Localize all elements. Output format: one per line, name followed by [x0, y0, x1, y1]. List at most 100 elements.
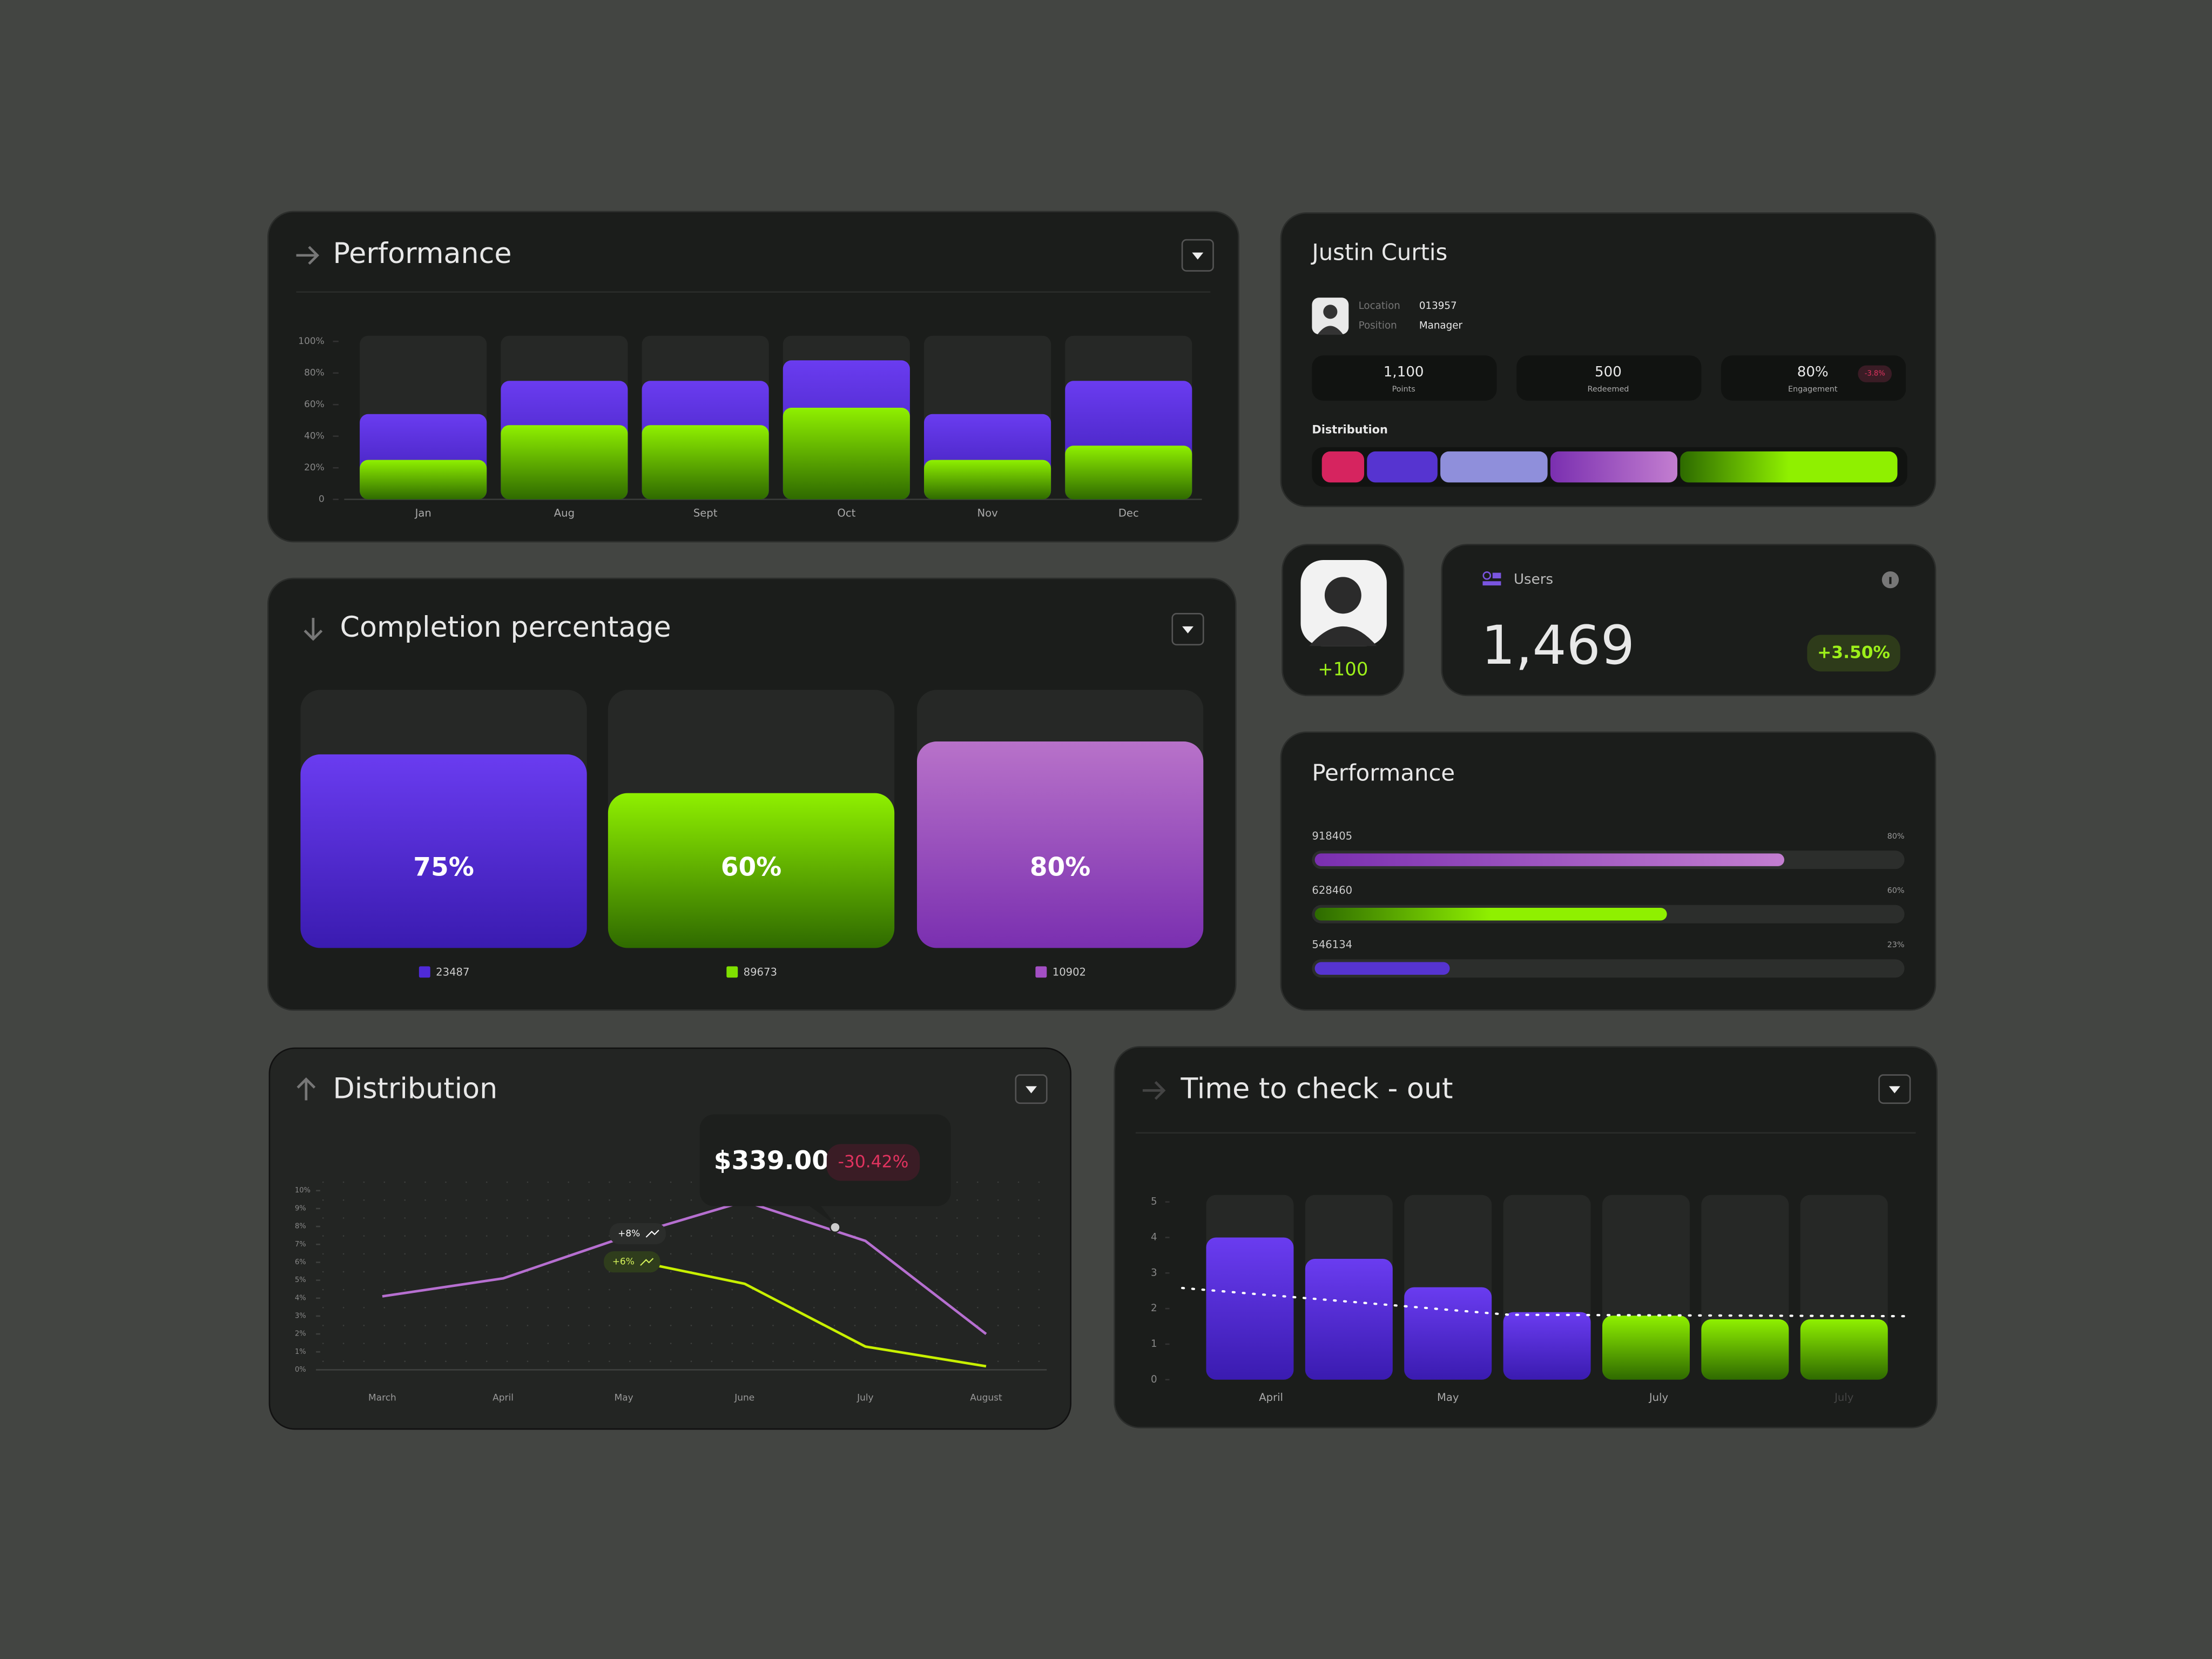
grid-dot	[588, 1253, 590, 1255]
grid-dot	[874, 1235, 876, 1237]
grid-dot	[895, 1325, 897, 1326]
grid-dot	[752, 1253, 753, 1255]
grid-dot	[895, 1343, 897, 1344]
grid-dot	[568, 1306, 570, 1309]
field-label: Position	[1359, 320, 1397, 331]
grid-dot	[1017, 1235, 1020, 1237]
x-tick-label: June	[734, 1393, 754, 1404]
row-value-label: 23%	[1887, 941, 1905, 949]
bar	[1602, 1316, 1690, 1380]
grid-dot	[936, 1343, 938, 1344]
grid-dot	[1017, 1306, 1020, 1309]
dropdown[interactable]	[1181, 239, 1214, 272]
grid-dot	[874, 1360, 876, 1363]
grid-dot	[711, 1325, 713, 1326]
legend-label: 23487	[436, 966, 469, 979]
grid-dot	[813, 1271, 815, 1273]
grid-dot	[506, 1325, 508, 1326]
grid-dot	[997, 1253, 999, 1255]
grid-dot	[1017, 1325, 1020, 1326]
grid-dot	[874, 1253, 876, 1255]
checkout-chart: 0 1 2 3 4 5 April May July July	[1151, 1195, 1906, 1404]
y-tick-label: 2%	[295, 1330, 306, 1338]
grid-dot	[915, 1217, 917, 1219]
grid-dot	[690, 1360, 692, 1363]
grid-dot	[854, 1217, 856, 1219]
y-tick-label: 4%	[295, 1294, 306, 1302]
grid-dot	[649, 1181, 651, 1183]
grid-dot	[383, 1253, 386, 1255]
grid-dot	[424, 1325, 426, 1326]
grid-dot	[466, 1289, 467, 1291]
grid-dot	[588, 1306, 590, 1309]
y-tick-label: 3%	[295, 1312, 306, 1320]
grid-dot	[915, 1289, 917, 1291]
grid-dot	[485, 1199, 488, 1201]
y-tick-label: 9%	[295, 1204, 306, 1212]
avatar	[1312, 298, 1349, 335]
dropdown[interactable]	[1015, 1074, 1048, 1104]
grid-dot	[793, 1235, 794, 1237]
progress-list: 918405 80% 628460 60% 546134 23%	[1312, 830, 1905, 978]
y-tick-label: 5	[1151, 1196, 1157, 1208]
grid-dot	[322, 1289, 324, 1291]
grid-dot	[976, 1271, 979, 1273]
card	[268, 1047, 1071, 1430]
grid-dot	[342, 1325, 345, 1326]
grid-dot	[731, 1360, 733, 1363]
grid-dot	[670, 1343, 672, 1344]
grid-dot	[772, 1360, 774, 1363]
info-icon[interactable]	[1881, 571, 1899, 589]
x-tick-label: April	[1259, 1391, 1283, 1404]
grid-dot	[956, 1325, 958, 1326]
grid-dot	[363, 1271, 365, 1273]
grid-dot	[997, 1199, 999, 1201]
grid-dot	[629, 1343, 631, 1344]
grid-dot	[731, 1306, 733, 1309]
grid-dot	[404, 1360, 406, 1363]
grid-dot	[976, 1343, 979, 1344]
grid-dot	[424, 1306, 426, 1309]
grid-dot	[527, 1289, 529, 1291]
grid-dot	[793, 1325, 794, 1326]
grid-dot	[752, 1360, 753, 1363]
grid-dot	[527, 1235, 529, 1237]
grid-dot	[629, 1181, 631, 1183]
grid-dot	[547, 1360, 549, 1363]
grid-dot	[915, 1235, 917, 1237]
grid-dot	[976, 1253, 979, 1255]
grid-dot	[772, 1306, 774, 1309]
grid-dot	[976, 1181, 979, 1183]
grid-dot	[895, 1360, 897, 1363]
grid-dot	[670, 1235, 672, 1237]
grid-dot	[588, 1325, 590, 1326]
grid-dot	[670, 1306, 672, 1309]
grid-dot	[670, 1181, 672, 1183]
x-tick-label: August	[970, 1393, 1002, 1404]
grid-dot	[813, 1253, 815, 1255]
grid-dot	[404, 1289, 406, 1291]
grid-dot	[466, 1306, 467, 1309]
bar	[783, 408, 910, 500]
grid-dot	[466, 1217, 467, 1219]
progress-track	[1312, 959, 1905, 978]
grid-dot	[445, 1235, 447, 1237]
grid-dot	[690, 1253, 692, 1255]
grid-dot	[424, 1253, 426, 1255]
arrow-icon	[296, 1077, 316, 1101]
dropdown[interactable]	[1171, 613, 1204, 646]
grid-dot	[485, 1325, 488, 1326]
y-tick-label: 0	[319, 494, 325, 505]
grid-dot	[445, 1217, 447, 1219]
bar	[1701, 1319, 1789, 1380]
badge	[826, 1144, 920, 1181]
grid-dot	[997, 1325, 999, 1326]
grid-dot	[629, 1289, 631, 1291]
grid-dot	[936, 1235, 938, 1237]
grid-dot	[466, 1199, 467, 1201]
y-tick-label: 6%	[295, 1258, 306, 1266]
grid-dot	[793, 1343, 794, 1344]
grid-dot	[1038, 1253, 1040, 1255]
dropdown[interactable]	[1878, 1074, 1911, 1104]
